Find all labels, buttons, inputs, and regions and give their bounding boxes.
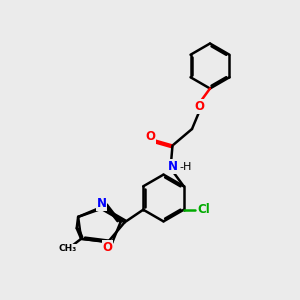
Text: O: O [194, 100, 205, 113]
Text: O: O [145, 130, 155, 143]
Text: O: O [103, 241, 112, 254]
Text: Cl: Cl [197, 203, 210, 216]
Text: CH₃: CH₃ [59, 244, 77, 253]
Text: N: N [97, 197, 107, 210]
Text: -H: -H [179, 161, 192, 172]
Text: N: N [167, 160, 178, 173]
